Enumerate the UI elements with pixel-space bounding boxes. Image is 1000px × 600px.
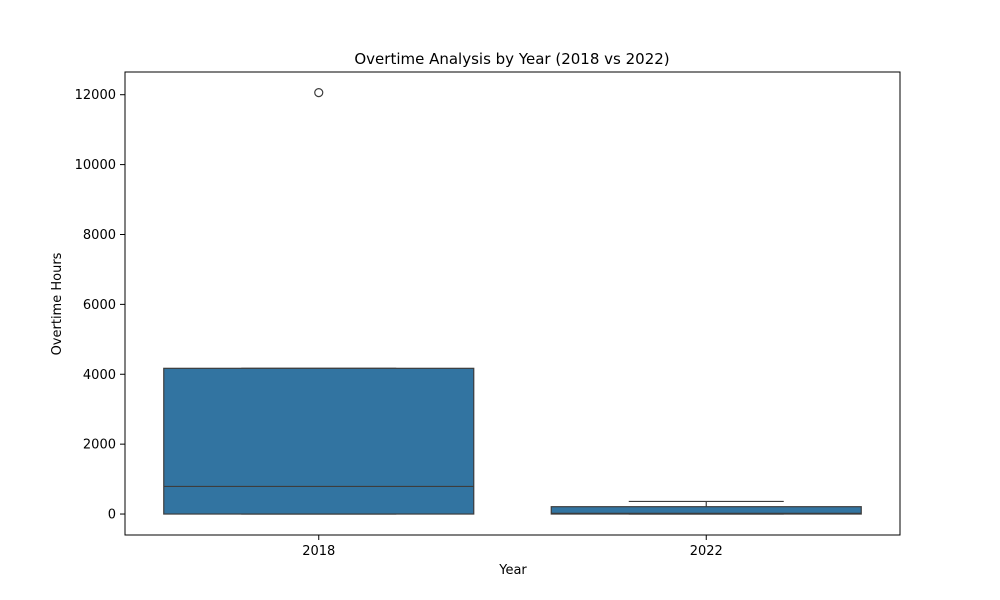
x-axis: 2018 2022 xyxy=(302,535,723,559)
x-tick-label: 2018 xyxy=(302,544,335,559)
outlier-point xyxy=(314,88,324,98)
box-iqr xyxy=(550,506,862,515)
y-axis-label: Overtime Hours xyxy=(50,252,65,355)
box-iqr xyxy=(163,367,475,515)
y-tick-label: 12000 xyxy=(75,88,116,103)
chart-title: Overtime Analysis by Year (2018 vs 2022) xyxy=(354,50,669,68)
plot-area xyxy=(163,88,862,515)
y-tick-label: 2000 xyxy=(83,438,116,453)
y-tick-label: 10000 xyxy=(75,158,116,173)
y-axis: 0 2000 4000 6000 8000 10000 12000 xyxy=(75,88,125,523)
y-tick-label: 4000 xyxy=(83,368,116,383)
x-tick-label: 2022 xyxy=(690,544,723,559)
box-2018 xyxy=(163,88,475,515)
y-tick-label: 8000 xyxy=(83,228,116,243)
y-tick-label: 6000 xyxy=(83,298,116,313)
box-2022 xyxy=(550,500,862,515)
x-axis-label: Year xyxy=(498,563,527,578)
y-tick-label: 0 xyxy=(108,508,116,523)
plot-frame xyxy=(124,71,901,536)
